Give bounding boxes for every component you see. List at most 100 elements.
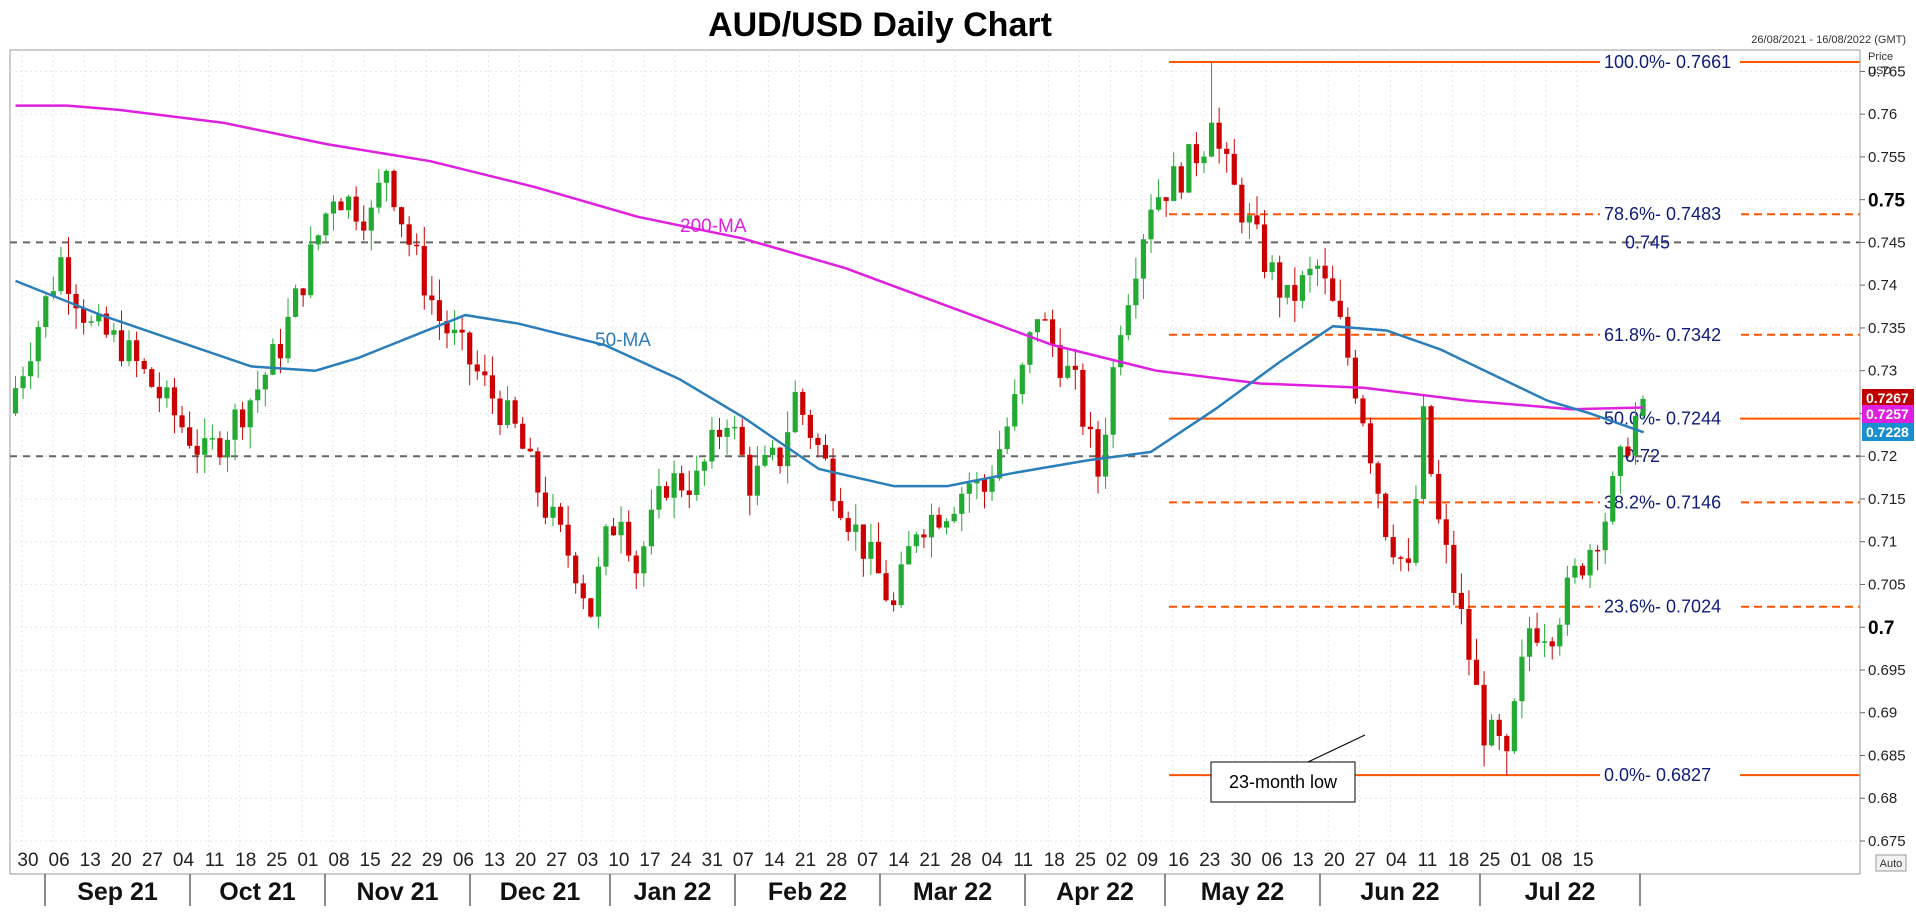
fib-label: 38.2%- 0.7146: [1604, 492, 1721, 512]
price-tag-label: 0.7267: [1866, 390, 1909, 406]
price-tag-label: 0.7228: [1866, 424, 1909, 440]
candle-up: [383, 170, 390, 183]
candle-down: [361, 221, 367, 231]
candle-up: [209, 438, 215, 440]
candle-up: [1511, 701, 1517, 752]
candle-up: [330, 201, 337, 214]
candle-down: [497, 398, 503, 425]
y-tick-label: 0.715: [1868, 491, 1906, 508]
candle-down: [1072, 365, 1078, 370]
candle-up: [671, 473, 677, 498]
candle-up: [906, 546, 912, 565]
price-tag: [1862, 389, 1914, 407]
x-tick-label: 09: [1137, 850, 1158, 871]
candle-up: [1526, 628, 1533, 657]
x-tick-label: 25: [1479, 850, 1500, 871]
candle-down: [1481, 684, 1487, 746]
candle-up: [1413, 498, 1419, 563]
candle-down: [610, 526, 617, 536]
fib-label-bg: [1600, 491, 1740, 514]
candle-down: [739, 426, 745, 455]
candle-up: [285, 316, 291, 359]
moving-averages: [15, 104, 1645, 488]
candle-up: [308, 244, 314, 296]
candle-up: [368, 207, 374, 231]
auto-button[interactable]: [1875, 854, 1907, 872]
x-axis: 30 06 13 20 27 04 11 18 25 01 08 15 22 29 06 13 20 27 03 10…: [10, 850, 1860, 906]
candle-down: [1193, 144, 1200, 164]
candle-down: [1095, 429, 1101, 477]
candle-up: [111, 330, 117, 335]
y-tick-label: 0.745: [1868, 234, 1906, 251]
candle-up: [792, 391, 798, 433]
candle-up: [853, 524, 859, 532]
candle-up: [1065, 365, 1071, 378]
candle-down: [240, 409, 246, 428]
candle-down: [1337, 300, 1343, 317]
candle-up: [28, 361, 34, 377]
candle-down: [1080, 369, 1086, 427]
x-tick-label: 08: [328, 850, 349, 871]
x-tick-label: 25: [1075, 850, 1096, 871]
candle-up: [1148, 209, 1154, 240]
x-tick-label: 14: [888, 850, 910, 871]
month-label: Dec 21: [500, 878, 581, 906]
candle-down: [81, 308, 87, 323]
candle-down: [421, 246, 427, 296]
x-tick-label: 16: [1168, 850, 1189, 871]
candle-up: [376, 182, 382, 208]
candle-up: [550, 506, 556, 518]
y-tick-label: 0.675: [1868, 833, 1906, 850]
candle-up: [164, 387, 170, 399]
candle-up: [709, 429, 715, 462]
candle-down: [489, 375, 496, 399]
candle-up: [769, 447, 776, 456]
candle-down: [588, 598, 594, 617]
x-tick-label: 20: [1324, 850, 1345, 871]
annotation-leader: [1307, 734, 1366, 763]
candle-up: [1118, 335, 1124, 368]
x-tick-label: 08: [1541, 850, 1562, 871]
candle-up: [1314, 265, 1321, 269]
candle-down: [921, 534, 927, 538]
candle-down: [512, 400, 518, 424]
date-range: 26/08/2021 - 16/08/2022 (GMT): [1751, 34, 1906, 46]
candle-down: [1496, 719, 1502, 736]
x-tick-label: 30: [17, 850, 38, 871]
candle-down: [777, 447, 783, 467]
candle-down: [1443, 519, 1449, 545]
candle-up: [928, 514, 935, 538]
candle-down: [1383, 493, 1389, 538]
candle-up: [96, 313, 102, 322]
candle-up: [1012, 394, 1018, 427]
candle-up: [618, 521, 624, 536]
x-tick-label: 28: [950, 850, 971, 871]
x-tick-label: 20: [515, 850, 536, 871]
candle-down: [807, 414, 813, 438]
y-tick-label: 0.765: [1868, 63, 1906, 80]
candle-up: [732, 426, 738, 429]
x-tick-label: 10: [608, 850, 629, 871]
candle-down: [1057, 345, 1063, 378]
x-tick-label: 02: [1106, 850, 1127, 871]
month-label: Mar 22: [913, 878, 992, 906]
candle-down: [1254, 215, 1260, 225]
candle-down: [1322, 265, 1328, 279]
candle-up: [451, 329, 458, 334]
candle-up: [58, 257, 64, 292]
candle-down: [822, 444, 829, 459]
candle-down: [845, 518, 851, 532]
ma50-line: [15, 279, 1645, 488]
x-tick-label: 13: [1293, 850, 1314, 871]
candle-down: [1549, 641, 1555, 647]
month-label: Jul 22: [1525, 878, 1596, 906]
x-tick-label: 06: [49, 850, 70, 871]
candle-up: [1004, 426, 1010, 450]
candle-up: [504, 400, 511, 425]
fib-label: 61.8%- 0.7342: [1604, 325, 1721, 345]
x-tick-label: 27: [546, 850, 567, 871]
fib-label-bg: [1600, 764, 1740, 787]
x-tick-label: 29: [422, 850, 443, 871]
x-tick-label: 04: [1386, 850, 1408, 871]
candle-down: [663, 486, 670, 498]
